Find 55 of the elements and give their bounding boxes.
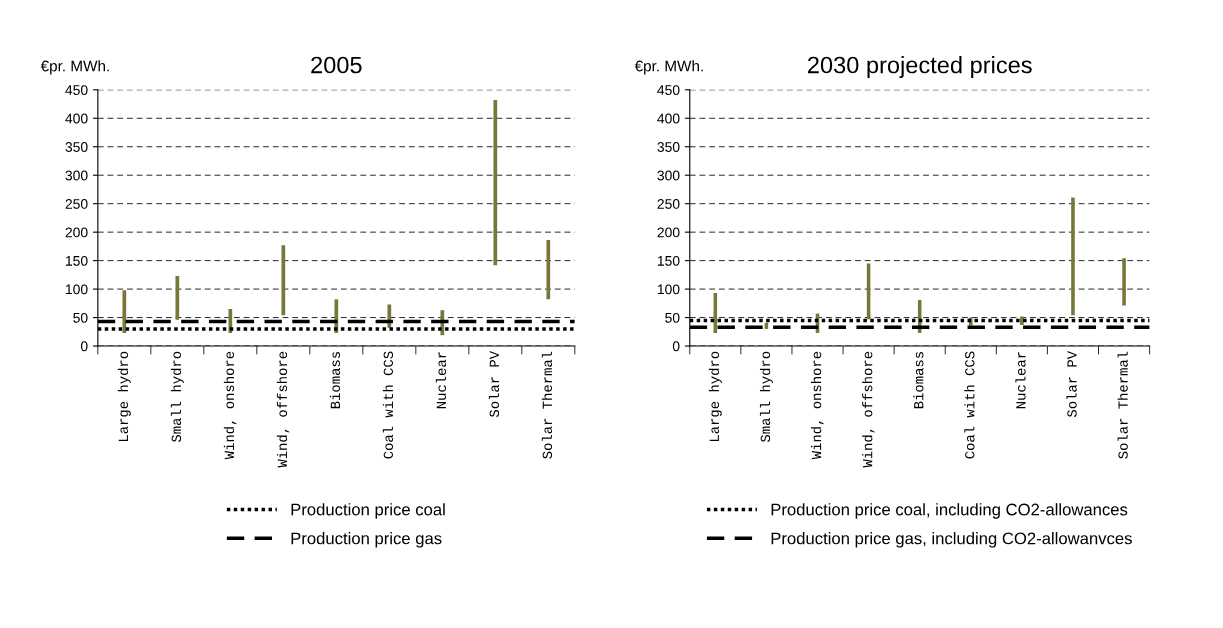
- y-tick-label: 0: [80, 341, 88, 352]
- x-tick-label: Wind, onshore: [223, 351, 237, 460]
- x-tick-label: Solar Thermal: [541, 351, 553, 459]
- x-tick-label: Coal with CCS: [964, 351, 975, 459]
- chart-title: 2005: [311, 56, 362, 74]
- x-tick-label: Coal with CCS: [382, 351, 394, 459]
- y-tick-label: 450: [657, 85, 680, 95]
- y-tick-label: 250: [65, 199, 88, 209]
- y-tick-label: 250: [657, 199, 680, 209]
- y-axis-title: €pr. MWh.: [634, 60, 703, 75]
- y-tick-label: 50: [73, 312, 88, 323]
- x-tick-label: Small hydro: [170, 351, 184, 443]
- bar: [493, 100, 498, 266]
- y-tick-label: 50: [665, 312, 680, 323]
- x-tick-label: Solar PV: [1066, 350, 1077, 418]
- legend-label: Production price coal: [291, 503, 445, 519]
- x-tick-label: Solar Thermal: [1117, 351, 1128, 459]
- x-tick-label: Nuclear: [1015, 352, 1026, 409]
- x-tick-label: Wind, offshore: [862, 351, 875, 468]
- x-tick-label: Large hydro: [708, 351, 722, 441]
- bar: [546, 240, 551, 300]
- legend-label: Production price gas, including CO2-allowanvces: [771, 532, 1132, 548]
- x-tick-label: Nuclear: [435, 352, 447, 409]
- bar: [1122, 258, 1126, 306]
- y-tick-label: 200: [65, 227, 88, 238]
- chart-title: 2030 projected prices: [808, 56, 1032, 79]
- y-tick-label: 150: [66, 255, 88, 266]
- y-tick-label: 150: [657, 255, 680, 266]
- bar: [1020, 316, 1024, 325]
- bar: [175, 275, 180, 320]
- y-tick-label: 300: [657, 170, 680, 181]
- y-tick-label: 200: [657, 227, 680, 238]
- legend-label: Production price gas: [291, 532, 442, 548]
- x-tick-label: Biomass: [329, 352, 341, 409]
- x-tick-label: Biomass: [913, 352, 924, 409]
- x-tick-label: Wind, offshore: [276, 351, 290, 468]
- y-tick-label: 100: [657, 284, 680, 295]
- y-tick-label: 350: [65, 142, 88, 152]
- x-tick-label: Small hydro: [759, 351, 773, 443]
- legend-label: Production price coal, including CO2-allowances: [771, 503, 1128, 519]
- bar: [122, 290, 127, 333]
- x-tick-label: Wind, onshore: [811, 351, 824, 460]
- bar: [228, 309, 233, 333]
- y-axis-title: €pr. MWh.: [40, 60, 109, 75]
- y-tick-label: 350: [657, 142, 680, 152]
- y-tick-label: 100: [66, 284, 88, 295]
- y-tick-label: 400: [65, 113, 88, 124]
- bar: [281, 245, 286, 316]
- y-tick-label: 400: [657, 113, 680, 124]
- x-tick-label: Solar PV: [488, 350, 500, 418]
- y-tick-label: 0: [672, 341, 680, 352]
- y-tick-label: 450: [65, 85, 88, 95]
- bar: [1071, 197, 1075, 316]
- x-tick-label: Large hydro: [117, 351, 131, 441]
- y-tick-label: 300: [65, 170, 88, 181]
